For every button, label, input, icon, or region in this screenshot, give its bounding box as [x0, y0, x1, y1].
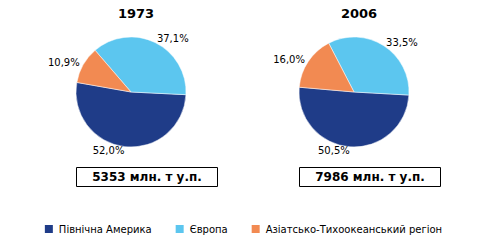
svg-text:52,0%: 52,0% — [93, 145, 125, 156]
svg-text:Азіатсько-Тихоокеанський регіо: Азіатсько-Тихоокеанський регіон — [266, 224, 442, 235]
svg-text:2006: 2006 — [341, 6, 377, 21]
svg-text:37,1%: 37,1% — [157, 33, 189, 44]
svg-text:Європа: Європа — [190, 224, 228, 235]
svg-text:10,9%: 10,9% — [48, 57, 80, 68]
svg-text:Північна Америка: Північна Америка — [59, 224, 152, 235]
svg-text:50,5%: 50,5% — [318, 145, 350, 156]
svg-text:33,5%: 33,5% — [386, 37, 418, 48]
svg-text:1973: 1973 — [118, 6, 154, 21]
svg-text:7986 млн. т у.п.: 7986 млн. т у.п. — [315, 170, 425, 184]
svg-text:5353 млн. т у.п.: 5353 млн. т у.п. — [92, 170, 202, 184]
svg-text:16,0%: 16,0% — [273, 54, 305, 65]
